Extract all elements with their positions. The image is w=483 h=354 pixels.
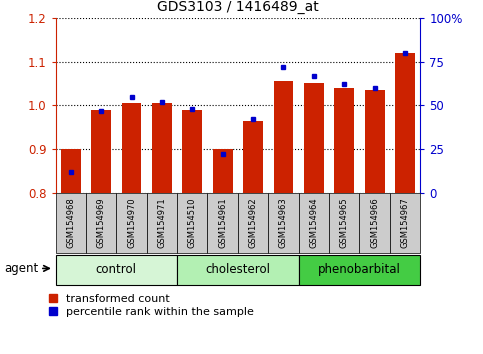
Text: GSM154967: GSM154967 [400, 198, 410, 249]
Bar [304, 84, 324, 193]
Text: cholesterol: cholesterol [205, 263, 270, 276]
Text: GSM154963: GSM154963 [279, 198, 288, 249]
Text: GSM154968: GSM154968 [66, 198, 75, 249]
Bar [61, 149, 81, 193]
Text: GSM154961: GSM154961 [218, 198, 227, 249]
Text: agent: agent [4, 262, 39, 275]
Legend: transformed count, percentile rank within the sample: transformed count, percentile rank withi… [48, 292, 255, 318]
Bar [56, 193, 86, 253]
Bar [208, 193, 238, 253]
Bar [116, 193, 147, 253]
Bar [147, 193, 177, 253]
Bar [395, 53, 415, 193]
Text: GSM154962: GSM154962 [249, 198, 257, 249]
Bar [359, 193, 390, 253]
Bar [86, 193, 116, 253]
Bar [298, 193, 329, 253]
Text: GSM154965: GSM154965 [340, 198, 349, 249]
Text: GSM154969: GSM154969 [97, 198, 106, 249]
Bar [213, 149, 232, 193]
Bar [56, 255, 177, 285]
Text: control: control [96, 263, 137, 276]
Bar [91, 110, 111, 193]
Text: phenobarbital: phenobarbital [318, 263, 401, 276]
Bar [183, 110, 202, 193]
Bar [122, 103, 142, 193]
Bar [390, 193, 420, 253]
Bar [243, 121, 263, 193]
Bar [298, 255, 420, 285]
Bar [273, 81, 293, 193]
Bar [177, 193, 208, 253]
Text: GSM154966: GSM154966 [370, 198, 379, 249]
Bar [268, 193, 298, 253]
Text: GSM154971: GSM154971 [157, 198, 167, 249]
Text: GSM154510: GSM154510 [188, 198, 197, 248]
Title: GDS3103 / 1416489_at: GDS3103 / 1416489_at [157, 0, 319, 14]
Bar [152, 103, 172, 193]
Bar [177, 255, 298, 285]
Text: GSM154970: GSM154970 [127, 198, 136, 249]
Bar [238, 193, 268, 253]
Bar [365, 90, 384, 193]
Text: GSM154964: GSM154964 [309, 198, 318, 249]
Bar [329, 193, 359, 253]
Bar [334, 88, 354, 193]
